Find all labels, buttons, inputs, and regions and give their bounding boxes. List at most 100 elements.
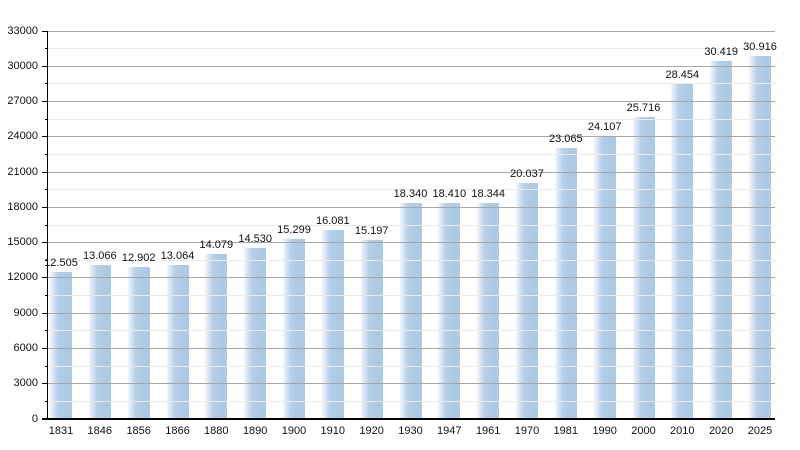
x-tick-label: 1890 bbox=[242, 425, 268, 437]
x-tick-label: 1970 bbox=[514, 425, 540, 437]
bar-value-label: 25.716 bbox=[626, 101, 661, 114]
bar-value-label: 12.902 bbox=[121, 252, 156, 265]
y-gridline-major bbox=[48, 101, 775, 102]
y-tick-major bbox=[42, 65, 48, 67]
bar-value-label: 18.340 bbox=[393, 188, 428, 201]
y-gridline-minor bbox=[48, 83, 775, 85]
y-tick-minor bbox=[44, 295, 48, 296]
y-tick-minor bbox=[44, 189, 48, 191]
x-tick-label: 1990 bbox=[592, 425, 617, 437]
y-tick-major bbox=[42, 312, 48, 314]
y-tick-label: 30000 bbox=[7, 59, 38, 72]
y-tick-major bbox=[42, 171, 48, 173]
y-tick-label: 18000 bbox=[7, 200, 38, 213]
x-tick-label: 1930 bbox=[398, 425, 423, 437]
x-tick-label: 1900 bbox=[281, 425, 307, 437]
bar-value-label: 15.197 bbox=[354, 225, 389, 238]
bar-value-label: 30.916 bbox=[743, 40, 777, 53]
x-tick-label: 1920 bbox=[359, 425, 384, 437]
y-tick-major bbox=[42, 242, 48, 244]
bar-1831 bbox=[50, 272, 72, 419]
y-tick-major bbox=[42, 101, 48, 102]
bar-1890 bbox=[244, 248, 267, 419]
y-tick-major bbox=[42, 136, 48, 138]
y-tick-minor bbox=[44, 48, 48, 50]
y-tick-label: 15000 bbox=[7, 236, 38, 249]
y-gridline-major bbox=[48, 65, 775, 67]
bar-1961 bbox=[477, 203, 500, 419]
plot-area: 0 3000 6000 9000 12000 15000 18000 21000 24000 27… bbox=[7, 25, 777, 438]
y-gridline-major bbox=[48, 242, 775, 244]
y-gridline-major bbox=[48, 171, 775, 173]
y-gridline-minor bbox=[48, 154, 775, 155]
y-gridline-minor bbox=[48, 189, 775, 191]
y-tick-label: 12000 bbox=[7, 271, 38, 284]
x-tick-label: 1846 bbox=[87, 425, 113, 437]
y-tick-major bbox=[42, 277, 48, 279]
y-gridline-major bbox=[48, 277, 775, 279]
y-tick-label: 21000 bbox=[7, 165, 38, 178]
y-tick-label: 24000 bbox=[7, 130, 38, 143]
y-gridline-major bbox=[48, 136, 775, 138]
y-gridline-minor bbox=[48, 330, 775, 332]
x-tick-label: 1910 bbox=[320, 425, 346, 437]
bar-1930 bbox=[399, 203, 422, 419]
y-tick-minor bbox=[44, 118, 48, 120]
y-gridline-minor bbox=[48, 400, 775, 402]
y-gridline-major bbox=[48, 30, 775, 32]
bar-value-label: 24.107 bbox=[587, 120, 622, 133]
y-gridline-minor bbox=[48, 295, 775, 296]
bar-2000 bbox=[632, 116, 655, 419]
x-tick-label: 1831 bbox=[48, 425, 74, 437]
bar-1981 bbox=[554, 147, 577, 419]
bar-1910 bbox=[321, 229, 344, 419]
bar-1846 bbox=[88, 265, 111, 419]
bar-value-label: 18.344 bbox=[471, 188, 506, 201]
bar-value-label: 28.454 bbox=[665, 69, 700, 82]
y-tick-label: 27000 bbox=[7, 95, 38, 107]
x-tick-label: 1856 bbox=[126, 425, 151, 437]
bar-value-label: 20.037 bbox=[510, 168, 544, 181]
bar-2010 bbox=[671, 84, 694, 419]
bar-value-label: 14.079 bbox=[199, 238, 234, 251]
y-tick-major bbox=[42, 30, 48, 32]
y-tick-major bbox=[42, 206, 48, 208]
y-gridline-major bbox=[48, 206, 775, 208]
bar-1920 bbox=[360, 240, 383, 419]
y-tick-label: 6000 bbox=[13, 342, 38, 354]
y-tick-major bbox=[42, 348, 48, 349]
x-tick-label: 1961 bbox=[475, 425, 501, 437]
y-tick-major bbox=[42, 383, 48, 385]
y-tick-minor bbox=[44, 154, 48, 155]
x-tick-label: 2025 bbox=[747, 425, 773, 437]
x-tick-label: 1947 bbox=[437, 425, 462, 437]
y-tick-minor bbox=[44, 259, 48, 261]
x-tick-label: 2000 bbox=[631, 425, 656, 437]
y-tick-minor bbox=[44, 83, 48, 85]
y-gridline-major bbox=[48, 312, 775, 314]
bar-1856 bbox=[127, 267, 150, 419]
bar-value-label: 23.065 bbox=[548, 132, 583, 145]
bar-value-label: 14.530 bbox=[238, 233, 273, 246]
y-gridline-minor bbox=[48, 224, 775, 226]
bar-2025 bbox=[749, 55, 771, 419]
x-tick-label: 2010 bbox=[670, 425, 695, 437]
y-tick-label: 3000 bbox=[13, 377, 38, 390]
x-tick-label: 1981 bbox=[553, 425, 579, 437]
y-axis-line bbox=[46, 31, 48, 419]
y-tick-label: 33000 bbox=[7, 24, 38, 37]
y-tick-minor bbox=[44, 365, 48, 367]
bar-value-label: 13.066 bbox=[82, 250, 117, 263]
bar-value-label: 12.505 bbox=[44, 257, 78, 269]
y-gridline-minor bbox=[48, 365, 775, 367]
bar-value-label: 16.081 bbox=[315, 214, 350, 227]
bar-value-label: 18.410 bbox=[432, 187, 467, 200]
bar-1947 bbox=[438, 202, 461, 419]
x-tick-label: 2020 bbox=[708, 425, 734, 437]
y-tick-minor bbox=[44, 400, 48, 402]
x-tick-label: 1866 bbox=[165, 425, 190, 437]
bar-1866 bbox=[166, 265, 189, 419]
bar-1880 bbox=[205, 253, 228, 419]
y-tick-minor bbox=[44, 330, 48, 332]
